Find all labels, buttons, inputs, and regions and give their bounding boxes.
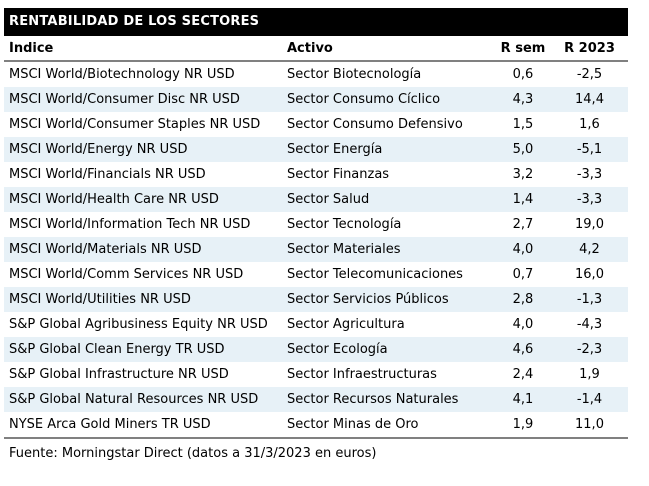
cell-indice: S&P Global Agribusiness Equity NR USD [9, 317, 268, 332]
cell-indice: S&P Global Clean Energy TR USD [9, 342, 225, 357]
table-title: RENTABILIDAD DE LOS SECTORES [4, 8, 628, 36]
cell-r-2023: 11,0 [575, 417, 604, 432]
cell-r-sem: 4,0 [512, 242, 534, 257]
cell-indice: MSCI World/Health Care NR USD [9, 192, 219, 207]
cell-r-2023: -4,3 [576, 317, 603, 332]
cell-indice: NYSE Arca Gold Miners TR USD [9, 417, 211, 432]
cell-indice: MSCI World/Comm Services NR USD [9, 267, 244, 282]
table-row: MSCI World/Health Care NR USD Sector Salu… [4, 187, 628, 212]
cell-indice: MSCI World/Materials NR USD [9, 242, 202, 257]
cell-r-sem: 4,0 [512, 317, 534, 332]
cell-r-sem: 3,2 [512, 167, 534, 182]
cell-activo: Sector Consumo Cíclico [287, 92, 441, 107]
table-row: MSCI World/Energy NR USD Sector Energía 5,… [4, 137, 628, 162]
cell-activo: Sector Consumo Defensivo [287, 117, 463, 132]
column-header-indice: Índice [9, 40, 54, 56]
cell-activo: Sector Infraestructuras [287, 367, 437, 382]
cell-activo: Sector Agricultura [287, 317, 405, 332]
cell-r-sem: 5,0 [512, 142, 534, 157]
table-row: S&P Global Infrastructure NR USD Sector I… [4, 362, 628, 387]
cell-indice: MSCI World/Energy NR USD [9, 142, 188, 157]
cell-indice: MSCI World/Biotechnology NR USD [9, 67, 235, 82]
cell-r-sem: 4,6 [512, 342, 534, 357]
cell-indice: MSCI World/Financials NR USD [9, 167, 206, 182]
cell-r-sem: 4,1 [512, 392, 534, 407]
table-row: MSCI World/Consumer Disc NR USD Sector Co… [4, 87, 628, 112]
cell-r-sem: 0,6 [512, 67, 534, 82]
cell-activo: Sector Biotecnología [287, 67, 422, 82]
cell-activo: Sector Materiales [287, 242, 401, 257]
cell-activo: Sector Energía [287, 142, 383, 157]
cell-r-2023: 16,0 [575, 267, 604, 282]
cell-r-sem: 2,7 [512, 217, 534, 232]
table-row: MSCI World/Materials NR USD Sector Materi… [4, 237, 628, 262]
cell-r-2023: -5,1 [576, 142, 603, 157]
cell-r-sem: 2,8 [512, 292, 534, 307]
table-row: S&P Global Natural Resources NR USD Secto… [4, 387, 628, 412]
cell-r-2023: -3,3 [576, 192, 603, 207]
cell-r-sem: 0,7 [512, 267, 534, 282]
cell-indice: MSCI World/Information Tech NR USD [9, 217, 251, 232]
cell-indice: MSCI World/Utilities NR USD [9, 292, 191, 307]
cell-indice: S&P Global Infrastructure NR USD [9, 367, 229, 382]
source-note: Fuente: Morningstar Direct (datos a 31/3… [4, 437, 628, 461]
column-header-r-sem: R sem [500, 40, 546, 56]
cell-activo: Sector Telecomunicaciones [287, 267, 463, 282]
table-row: MSCI World/Information Tech NR USD Sector… [4, 212, 628, 237]
cell-r-sem: 4,3 [512, 92, 534, 107]
cell-r-2023: -1,3 [576, 292, 603, 307]
sector-returns-table: RENTABILIDAD DE LOS SECTORES Índice Acti… [4, 8, 628, 461]
cell-r-sem: 1,4 [512, 192, 534, 207]
cell-r-2023: 1,6 [579, 117, 600, 132]
table-body: MSCI World/Biotechnology NR USD Sector Bi… [4, 62, 628, 437]
cell-activo: Sector Finanzas [287, 167, 390, 182]
column-header-activo: Activo [287, 40, 333, 56]
column-header-r-2023: R 2023 [564, 40, 615, 56]
cell-r-2023: -1,4 [576, 392, 603, 407]
cell-r-2023: 14,4 [575, 92, 604, 107]
table-row: MSCI World/Comm Services NR USD Sector Te… [4, 262, 628, 287]
cell-activo: Sector Salud [287, 192, 370, 207]
table-row: S&P Global Clean Energy TR USD Sector Eco… [4, 337, 628, 362]
cell-activo: Sector Ecología [287, 342, 388, 357]
cell-r-2023: -2,3 [576, 342, 603, 357]
cell-r-sem: 1,5 [512, 117, 534, 132]
cell-activo: Sector Minas de Oro [287, 417, 419, 432]
cell-r-2023: 4,2 [579, 242, 600, 257]
cell-activo: Sector Tecnología [287, 217, 402, 232]
table-row: MSCI World/Utilities NR USD Sector Servic… [4, 287, 628, 312]
table-row: NYSE Arca Gold Miners TR USD Sector Minas… [4, 412, 628, 437]
cell-r-2023: -2,5 [576, 67, 603, 82]
cell-activo: Sector Recursos Naturales [287, 392, 459, 407]
cell-indice: S&P Global Natural Resources NR USD [9, 392, 259, 407]
table-row: MSCI World/Consumer Staples NR USD Sector… [4, 112, 628, 137]
table-row: MSCI World/Biotechnology NR USD Sector Bi… [4, 62, 628, 87]
cell-r-sem: 2,4 [512, 367, 534, 382]
cell-r-2023: -3,3 [576, 167, 603, 182]
table-row: S&P Global Agribusiness Equity NR USD Sec… [4, 312, 628, 337]
table-header-row: Índice Activo R sem R 2023 [4, 36, 628, 62]
cell-activo: Sector Servicios Públicos [287, 292, 449, 307]
cell-r-2023: 19,0 [575, 217, 604, 232]
table-row: MSCI World/Financials NR USD Sector Finan… [4, 162, 628, 187]
cell-r-sem: 1,9 [512, 417, 534, 432]
cell-r-2023: 1,9 [579, 367, 600, 382]
cell-indice: MSCI World/Consumer Staples NR USD [9, 117, 261, 132]
cell-indice: MSCI World/Consumer Disc NR USD [9, 92, 240, 107]
